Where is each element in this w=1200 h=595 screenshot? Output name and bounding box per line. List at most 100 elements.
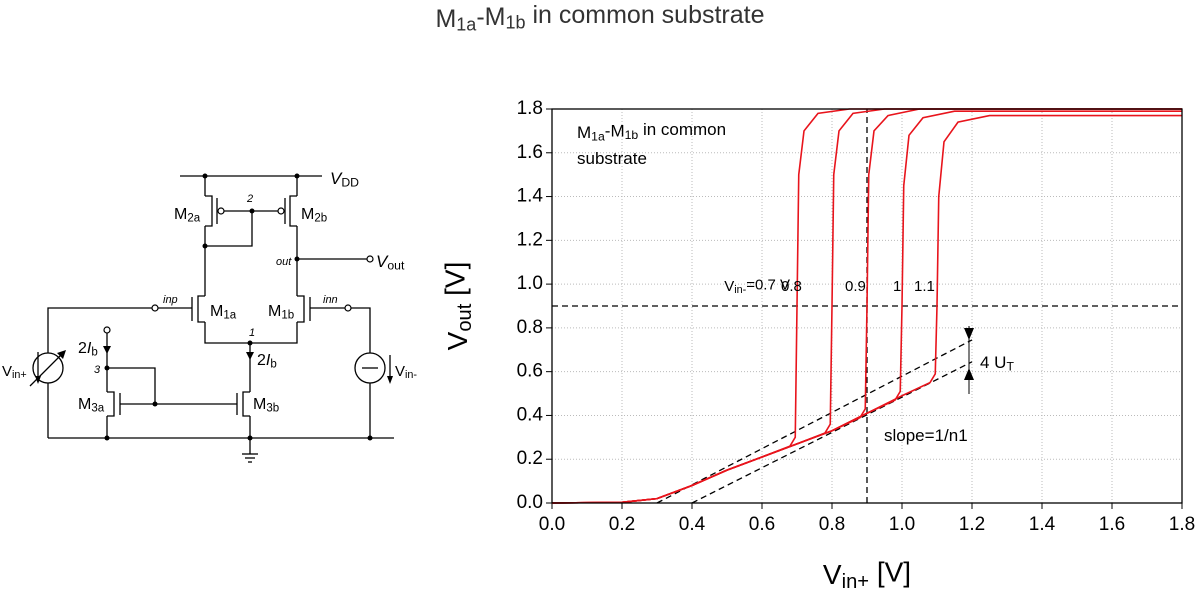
node	[104, 435, 110, 441]
transistor	[297, 295, 305, 323]
subscript: 2a	[187, 213, 200, 225]
circuit-label: Vin-	[395, 363, 417, 381]
circuit-label: M3a	[78, 396, 105, 414]
dimension-arrow	[964, 368, 974, 380]
circuit-label: M2b	[301, 206, 327, 224]
circuit-label: Vin+	[2, 363, 27, 381]
x-tick-label: 0.2	[609, 514, 635, 535]
y-tick-label: 1.0	[517, 273, 543, 294]
circuit-label: out	[276, 256, 292, 268]
text-part: 3	[94, 364, 101, 376]
x-tick-label: 1.2	[959, 514, 985, 535]
transistor	[289, 195, 297, 227]
text-part: I	[266, 352, 271, 369]
x-tick-label: 1.8	[1169, 514, 1195, 535]
arrow	[35, 376, 41, 384]
subscript: 1a	[223, 310, 236, 322]
circuit-label: inp	[163, 294, 178, 306]
terminal	[366, 255, 374, 263]
node	[294, 173, 300, 179]
wire	[205, 211, 253, 247]
series-label: Vin-=0.7 V	[724, 277, 790, 296]
circuit-label: M3b	[253, 396, 279, 414]
series-label: 1.1	[914, 278, 935, 295]
wire	[107, 367, 156, 404]
text-part: -M	[476, 3, 505, 31]
y-tick-label: 0.8	[517, 317, 543, 338]
annotation: 4 UT	[980, 353, 1014, 373]
text-part: -M	[605, 122, 625, 141]
x-tick-label: 1.0	[889, 514, 915, 535]
subscript: 1b	[281, 310, 294, 322]
text-part: 1.1	[914, 278, 935, 295]
text-part: 4 U	[980, 353, 1006, 372]
text-part: M	[435, 5, 456, 33]
bubble	[277, 207, 285, 215]
text-part: M	[174, 206, 187, 223]
terminal	[344, 304, 352, 312]
arrow	[57, 350, 66, 359]
variable-arrow	[29, 351, 65, 387]
text-part: M	[253, 396, 266, 413]
subscript: in-	[405, 369, 417, 381]
text-part: 2	[257, 352, 266, 369]
circuit-label: M1b	[268, 303, 294, 321]
text-part: M	[268, 303, 281, 320]
transistor	[205, 195, 213, 227]
plot-frame	[551, 108, 1183, 504]
series-label: 0.9	[845, 278, 866, 295]
circuit-label: VDD	[330, 169, 359, 189]
text-part: M	[301, 206, 314, 223]
y-tick-label: 1.4	[517, 186, 544, 207]
subscript: DD	[341, 176, 359, 190]
text-part: V	[823, 559, 842, 590]
subscript: 3b	[266, 403, 279, 415]
text-part: 1	[249, 327, 255, 339]
voltage-source	[354, 352, 386, 384]
circuit-label: Vout	[376, 252, 405, 272]
series-label: 1	[893, 278, 901, 295]
figure-title: M1a-M1b in common substrate	[435, 0, 764, 34]
text-part: 0.8	[781, 278, 802, 295]
circuit-label: M1a	[210, 303, 237, 321]
text-part: I	[87, 340, 92, 357]
subscript: b	[91, 347, 97, 359]
x-tick-label: 0.4	[679, 514, 706, 535]
text-part: V	[724, 278, 734, 295]
subscript: 1b	[625, 128, 639, 142]
subscript: in+	[842, 571, 869, 593]
y-tick-label: 0.6	[517, 361, 543, 382]
terminal	[151, 304, 159, 312]
text-part: slope=1/n1	[884, 426, 968, 445]
arrow	[246, 352, 254, 360]
text-part: M	[577, 123, 591, 142]
text-part: inn	[323, 294, 338, 306]
text-part: V	[376, 252, 389, 271]
x-tick-label: 0.0	[539, 514, 565, 535]
circuit-label: 2	[246, 193, 253, 205]
circuit-label: inn	[323, 294, 338, 306]
text-part: V	[2, 363, 12, 380]
annotation: slope=1/n1	[884, 426, 968, 445]
circuit-label: 3	[94, 364, 101, 376]
x-tick-label: 1.4	[1029, 514, 1056, 535]
text-part: in common substrate	[526, 0, 765, 28]
text-part: V	[442, 331, 473, 350]
subscript: out	[454, 303, 476, 331]
subscript: T	[1006, 360, 1014, 374]
terminal	[103, 326, 111, 334]
subscript: 1b	[505, 12, 525, 32]
text-part: in common	[638, 121, 726, 140]
arrow	[387, 376, 393, 384]
y-axis-label: Vout [V]	[440, 262, 476, 351]
voltage-source	[32, 352, 64, 384]
text-part: substrate	[577, 149, 647, 168]
subscript: 1a	[456, 14, 477, 34]
reference-line	[656, 339, 973, 504]
subscript: in-	[734, 284, 746, 296]
y-tick-label: 0.0	[517, 492, 543, 513]
text-part: inp	[163, 294, 178, 306]
subscript: in+	[12, 369, 27, 381]
